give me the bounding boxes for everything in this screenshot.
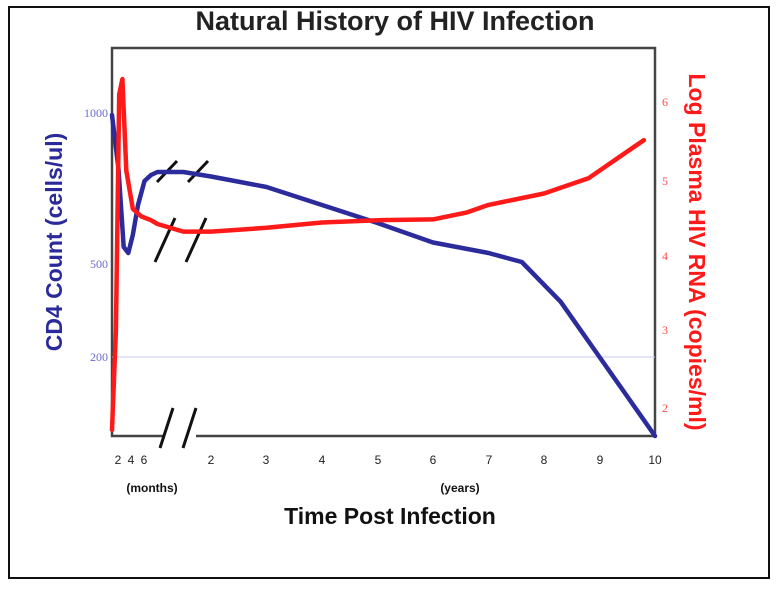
x-tick-year-8: 8 [541, 453, 548, 467]
y-right-tick-5: 5 [662, 174, 668, 188]
x-tick-year-7: 7 [486, 453, 493, 467]
x-tick-year-10: 10 [648, 453, 662, 467]
break-mark-mid-left [153, 217, 177, 263]
x-tick-year-6: 6 [430, 453, 437, 467]
x-unit-years: (years) [440, 481, 479, 495]
break-mark-bottom-right [181, 407, 198, 449]
x-tick-year-2: 2 [208, 453, 215, 467]
x-tick-year-4: 4 [319, 453, 326, 467]
x-tick-month-6: 6 [141, 453, 148, 467]
y-axis-left-label: CD4 Count (cells/ul) [41, 133, 67, 352]
x-unit-months: (months) [126, 481, 177, 495]
y-right-tick-4: 4 [662, 249, 668, 263]
plot-area [110, 46, 657, 438]
series-line-rna [109, 76, 647, 433]
chart-title: Natural History of HIV Infection [195, 6, 594, 36]
y-left-tick-500: 500 [90, 257, 108, 271]
y-left-tick-1000: 1000 [84, 106, 108, 120]
y-left-tick-200: 200 [90, 350, 108, 364]
x-tick-year-5: 5 [375, 453, 382, 467]
x-tick-month-2: 2 [115, 453, 122, 467]
break-mark-upper-right [186, 159, 210, 184]
series-line-cd4 [109, 112, 658, 439]
x-tick-month-4: 4 [128, 453, 135, 467]
x-tick-year-3: 3 [263, 453, 270, 467]
break-mark-bottom-left [158, 407, 175, 449]
y-right-tick-2: 2 [662, 401, 668, 415]
y-axis-right-label: Log Plasma HIV RNA (copies/ml) [684, 74, 710, 431]
y-right-tick-3: 3 [662, 323, 668, 337]
x-axis-label: Time Post Infection [284, 503, 496, 529]
y-right-tick-6: 6 [662, 95, 668, 109]
break-mark-mid-right [184, 217, 208, 263]
x-tick-year-9: 9 [597, 453, 604, 467]
